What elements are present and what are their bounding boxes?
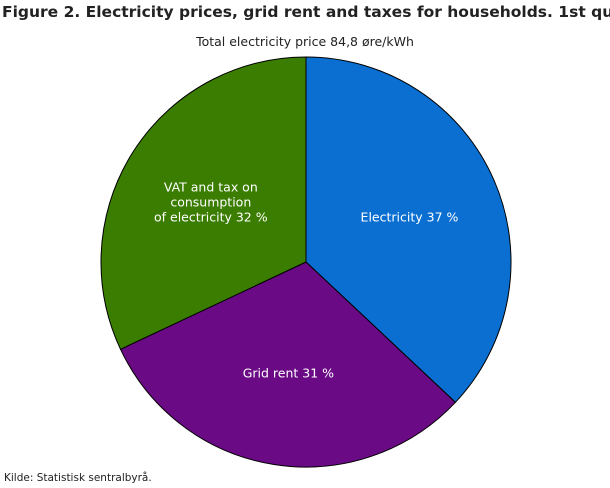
chart-subtitle: Total electricity price 84,8 øre/kWh [196, 34, 414, 49]
slice-label: Grid rent 31 % [242, 365, 335, 381]
pie-slice [119, 261, 457, 468]
slice-label: VAT and tax on consumption of electricit… [153, 179, 268, 225]
chart-title: Figure 2. Electricity prices, grid rent … [2, 3, 610, 21]
source-note: Kilde: Statistisk sentralbyrå. [4, 472, 152, 484]
pie-slice [305, 56, 512, 404]
slice-label: Electricity 37 % [360, 209, 459, 225]
pie-slice [100, 56, 307, 350]
